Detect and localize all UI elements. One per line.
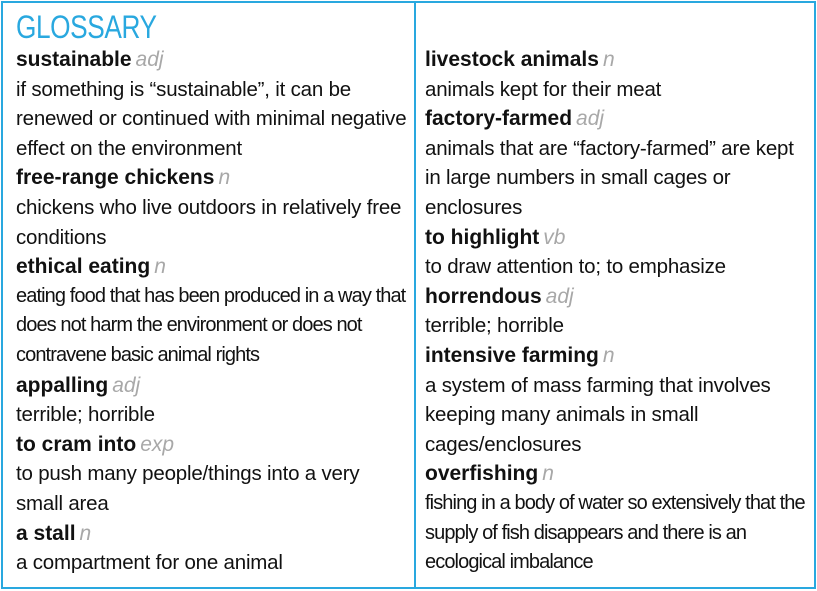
glossary-term: sustainable [16, 48, 132, 71]
glossary-entry: to cram into exp to push many people/thin… [16, 430, 408, 519]
glossary-definition: eating food that has been produced in a … [16, 284, 406, 366]
glossary-term: ethical eating [16, 255, 151, 279]
glossary-term: intensive farming [425, 343, 599, 367]
part-of-speech: n [542, 462, 554, 486]
glossary-entry: sustainable adj if something is “sustaina… [16, 45, 408, 163]
glossary-entry: to highlight vb to draw attention to; to … [425, 223, 811, 282]
glossary-definition: chickens who live outdoors in relatively… [16, 195, 402, 249]
glossary-definition: animals that are “factory-farmed” are ke… [425, 136, 794, 219]
glossary-entry: a stall n a compartment for one animal [16, 519, 408, 578]
glossary-entry: free-range chickens n chickens who live o… [16, 163, 408, 252]
part-of-speech: exp [140, 432, 175, 456]
glossary-entry: overfishing n fishing in a body of water … [425, 459, 811, 577]
glossary-term: livestock animals [425, 48, 599, 71]
glossary-definition: terrible; horrible [16, 403, 155, 427]
glossary-term: free-range chickens [16, 166, 215, 190]
column-divider [414, 3, 416, 587]
glossary-definition: fishing in a body of water so extensivel… [425, 491, 806, 574]
part-of-speech: adj [576, 107, 605, 131]
glossary-term: to cram into [16, 432, 137, 456]
part-of-speech: adj [112, 373, 141, 397]
glossary-term: horrendous [425, 284, 542, 308]
glossary-entry: factory-farmed adj animals that are “fact… [425, 104, 811, 222]
glossary-term: overfishing [425, 462, 539, 486]
glossary-definition: to push many people/things into a very s… [16, 462, 360, 515]
glossary-definition: to draw attention to; to emphasize [425, 255, 726, 279]
glossary-title: GLOSSARY [16, 9, 157, 45]
part-of-speech: adj [545, 284, 574, 308]
glossary-entry: appalling adj terrible; horrible [16, 371, 408, 430]
glossary-column-right: livestock animals n animals kept for thei… [425, 45, 811, 578]
glossary-column-left: GLOSSARY sustainable adj if something is … [16, 9, 408, 578]
part-of-speech: n [602, 48, 615, 71]
glossary-entry: horrendous adj terrible; horrible [425, 282, 811, 341]
glossary-definition: a system of mass farming that involves k… [425, 373, 771, 456]
glossary-entry: livestock animals n animals kept for thei… [425, 45, 811, 104]
glossary-term: factory-farmed [425, 107, 573, 131]
part-of-speech: n [218, 166, 231, 190]
glossary-entry: intensive farming n a system of mass farm… [425, 341, 811, 459]
glossary-term: a stall [16, 521, 76, 545]
part-of-speech: n [602, 343, 615, 367]
glossary-definition: if something is “sustainable”, it can be… [16, 77, 407, 160]
glossary-definition: terrible; horrible [425, 314, 564, 338]
glossary-definition: animals kept for their meat [425, 77, 662, 101]
glossary-entry: ethical eating n eating food that has bee… [16, 252, 408, 370]
part-of-speech: adj [135, 48, 164, 71]
glossary-definition: a compartment for one animal [16, 551, 283, 575]
part-of-speech: n [154, 255, 166, 279]
glossary-term: to highlight [425, 225, 540, 249]
part-of-speech: n [79, 521, 92, 545]
part-of-speech: vb [543, 225, 566, 249]
glossary-term: appalling [16, 373, 109, 397]
